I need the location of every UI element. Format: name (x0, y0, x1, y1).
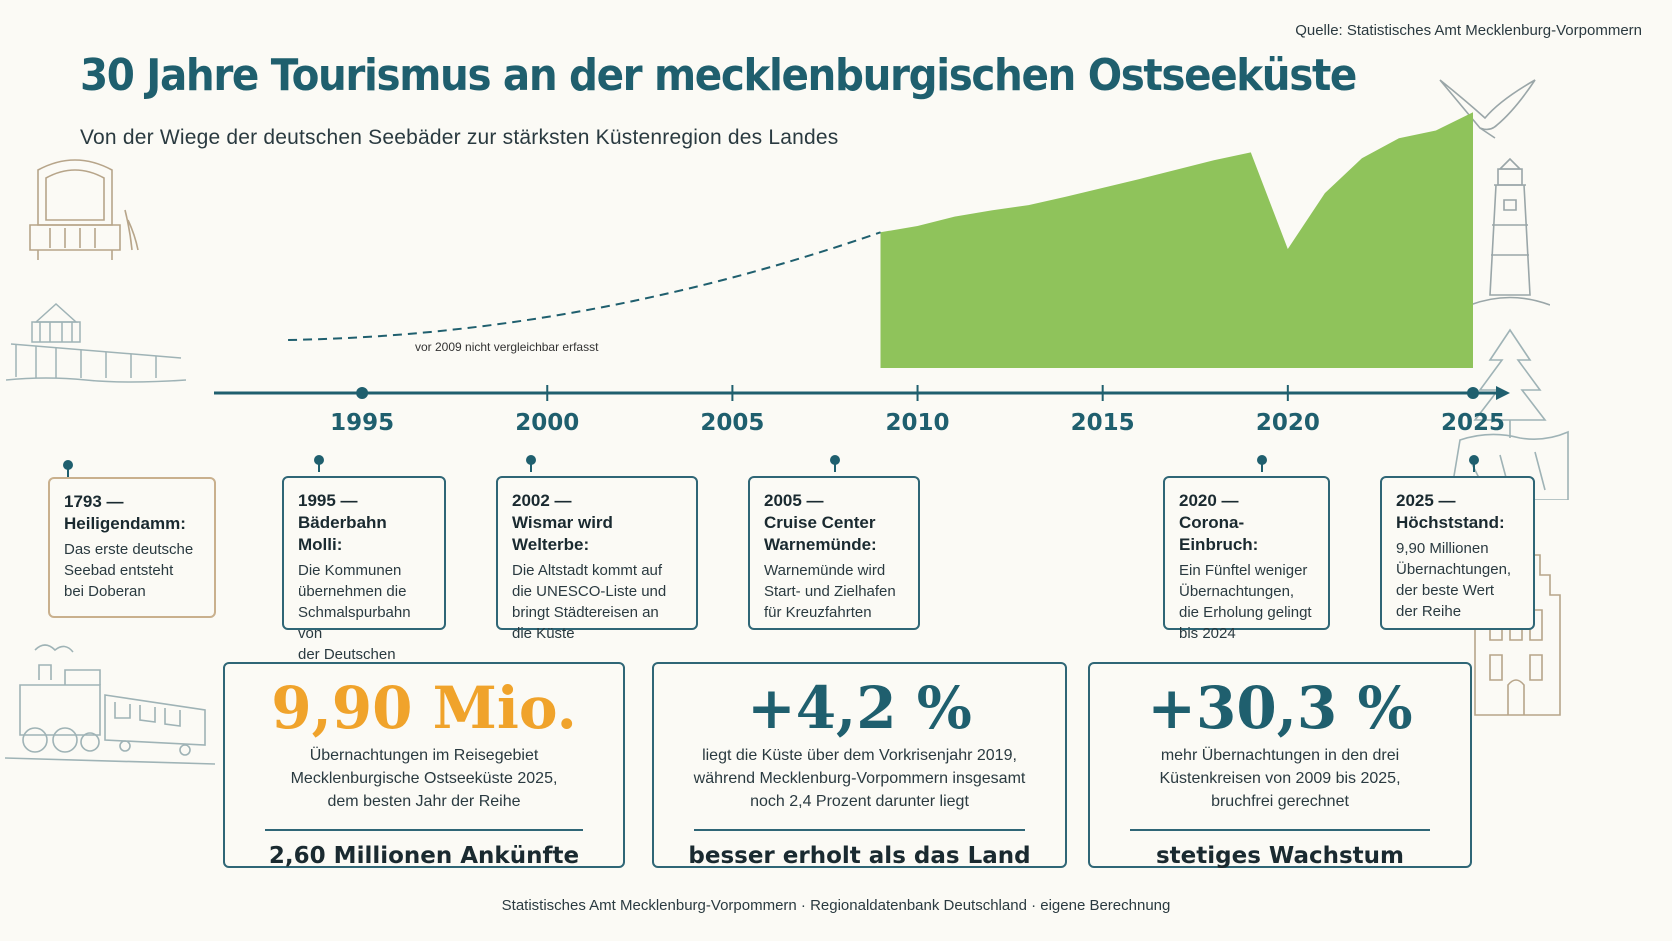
source-note: Quelle: Statistisches Amt Mecklenburg-Vo… (1295, 22, 1642, 39)
event-text: Ein Fünftel weniger Übernachtungen, die … (1179, 562, 1312, 642)
seagull-icon (1439, 79, 1536, 139)
axis-tick-label: 2000 (515, 410, 580, 436)
overnight-stays-area (880, 112, 1473, 368)
event-pin (526, 455, 536, 472)
event-card-1793: 1793 — Heiligendamm: Das erste deutsche … (48, 477, 216, 618)
kpi-value: 9,90 Mio. (271, 674, 577, 742)
event-title: 2005 — Cruise Center Warnemünde: (764, 491, 877, 554)
event-text: Warnemünde wird Start- und Zielhafen für… (764, 562, 896, 621)
page-subtitle: Von der Wiege der deutschen Seebäder zur… (80, 126, 839, 149)
event-title: 2025 — Höchststand: (1396, 491, 1505, 532)
pre-period-dashed-line (288, 231, 881, 341)
beach-chair-icon (29, 159, 139, 260)
event-card-2002: 2002 — Wismar wird Welterbe: Die Altstad… (496, 476, 698, 642)
kpi-divider (265, 829, 583, 831)
kpi-footer: besser erholt als das Land (688, 843, 1031, 869)
kpi-value: +4,2 % (747, 674, 972, 742)
pier-icon (6, 302, 186, 383)
event-pin (314, 455, 324, 472)
axis-tick-label: 2020 (1255, 410, 1320, 436)
kpi-divider (1130, 829, 1430, 831)
event-card-2005: 2005 — Cruise Center Warnemünde: Warnemü… (748, 476, 920, 630)
event-pin (1469, 455, 1479, 472)
axis-tick-label: 1995 (330, 410, 395, 436)
event-text: Das erste deutsche Seebad entsteht bei D… (64, 541, 194, 600)
event-title: 2002 — Wismar wird Welterbe: (512, 491, 613, 554)
pine-cliff-icon (1450, 328, 1569, 500)
axis-tick-label: 2005 (700, 410, 765, 436)
event-title: 1793 — Heiligendamm: (64, 492, 186, 533)
event-text: 9,90 Millionen Übernachtungen, der beste… (1396, 540, 1512, 620)
steam-train-icon (5, 644, 215, 765)
event-card-1995: 1995 — Bäderbahn Molli: Die Kommunen übe… (282, 476, 446, 684)
event-title: 2020 — Corona-Einbruch: (1179, 491, 1259, 554)
kpi-recovery: +4,2 % liegt die Küste über dem Vorkrise… (652, 662, 1067, 869)
footer-sources: Statistisches Amt Mecklenburg-Vorpommern… (501, 897, 1171, 914)
axis-tick-label: 2015 (1070, 410, 1135, 436)
lighthouse-icon (1470, 157, 1550, 306)
kpi-footer: stetiges Wachstum (1155, 843, 1405, 869)
event-card-2020: 2020 — Corona-Einbruch: Ein Fünftel weni… (1163, 476, 1330, 642)
page-title: 30 Jahre Tourismus an der mecklenburgisc… (80, 50, 1357, 101)
kpi-value: +30,3 % (1147, 674, 1413, 742)
kpi-growth: +30,3 % mehr Übernachtungen in den drei … (1088, 662, 1472, 869)
axis-dot-2025 (1466, 387, 1479, 399)
event-pin (1257, 455, 1267, 472)
event-card-2025: 2025 — Höchststand: 9,90 Millionen Übern… (1380, 476, 1535, 630)
kpi-description: liegt die Küste über dem Vorkrisenjahr 2… (693, 747, 1026, 810)
kpi-description: Übernachtungen im Reisegebiet Mecklenbur… (290, 747, 558, 810)
event-pin (63, 460, 73, 477)
pre-period-note: vor 2009 nicht vergleichbar erfasst (415, 340, 599, 354)
event-text: Die Altstadt kommt auf die UNESCO-Liste … (512, 562, 667, 642)
kpi-overnight-stays: 9,90 Mio. Übernachtungen im Reisegebiet … (223, 662, 625, 869)
event-title: 1995 — Bäderbahn Molli: (298, 491, 387, 554)
axis-tick-label: 2010 (885, 410, 950, 436)
axis-tick-label: 2025 (1440, 410, 1505, 436)
kpi-footer: 2,60 Millionen Ankünfte (268, 843, 580, 869)
axis-dot-1995 (356, 387, 369, 399)
event-pin (830, 455, 840, 472)
kpi-description: mehr Übernachtungen in den drei Küstenkr… (1159, 747, 1401, 810)
timeline-arrow-icon (1496, 386, 1510, 400)
kpi-divider (694, 829, 1025, 831)
